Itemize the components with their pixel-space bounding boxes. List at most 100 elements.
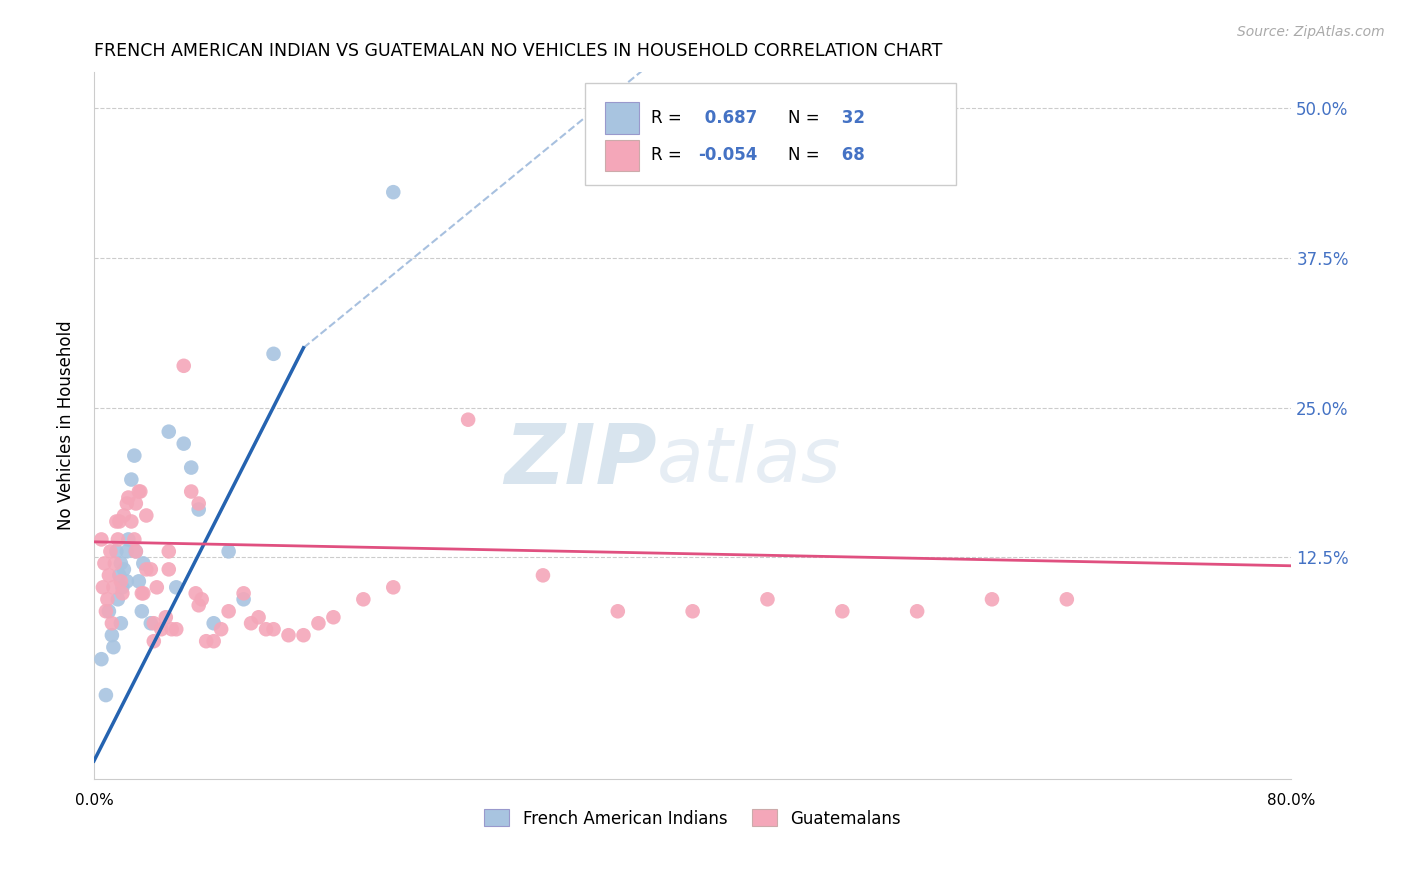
Point xyxy=(831,604,853,618)
Point xyxy=(1056,592,1078,607)
Point xyxy=(184,586,207,600)
Point xyxy=(128,484,150,499)
Point xyxy=(981,592,1004,607)
FancyBboxPatch shape xyxy=(605,139,638,171)
Text: N =: N = xyxy=(789,109,820,127)
Point xyxy=(202,634,225,648)
Point xyxy=(105,544,128,558)
Text: -0.054: -0.054 xyxy=(699,146,758,164)
Point xyxy=(125,544,148,558)
FancyBboxPatch shape xyxy=(605,102,638,134)
Point xyxy=(120,473,142,487)
Point xyxy=(150,622,173,636)
Point xyxy=(247,610,270,624)
Point xyxy=(180,460,202,475)
Point xyxy=(277,628,299,642)
Point xyxy=(129,484,152,499)
Point xyxy=(108,568,131,582)
Point xyxy=(90,652,112,666)
Point xyxy=(93,557,115,571)
Point xyxy=(157,544,180,558)
Text: ZIP: ZIP xyxy=(505,420,657,501)
Point xyxy=(165,622,187,636)
Point xyxy=(155,610,177,624)
Point xyxy=(117,533,139,547)
Point xyxy=(131,586,153,600)
Point xyxy=(108,515,131,529)
Point xyxy=(187,502,209,516)
Point xyxy=(905,604,928,618)
Point xyxy=(263,622,285,636)
Point xyxy=(131,604,153,618)
Point xyxy=(94,604,117,618)
Point xyxy=(292,628,315,642)
Point xyxy=(94,688,117,702)
Point xyxy=(254,622,277,636)
Text: R =: R = xyxy=(651,146,682,164)
Point xyxy=(263,347,285,361)
Text: 80.0%: 80.0% xyxy=(1267,793,1316,808)
Point xyxy=(103,580,125,594)
Point xyxy=(111,580,134,594)
Point xyxy=(756,592,779,607)
Point xyxy=(531,568,554,582)
Point xyxy=(112,508,135,523)
FancyBboxPatch shape xyxy=(585,83,956,186)
Point xyxy=(135,508,157,523)
Point xyxy=(97,568,120,582)
Point xyxy=(322,610,344,624)
Point xyxy=(190,592,212,607)
Point xyxy=(209,622,232,636)
Point xyxy=(107,533,129,547)
Point xyxy=(382,580,405,594)
Point xyxy=(352,592,374,607)
Point xyxy=(104,557,127,571)
Point xyxy=(115,544,138,558)
Point xyxy=(111,586,134,600)
Point xyxy=(101,616,124,631)
Point xyxy=(160,622,183,636)
Point xyxy=(103,640,125,655)
Point xyxy=(115,574,138,589)
Text: R =: R = xyxy=(651,109,682,127)
Point xyxy=(682,604,704,618)
Point xyxy=(165,580,187,594)
Legend: French American Indians, Guatemalans: French American Indians, Guatemalans xyxy=(478,803,908,834)
Point xyxy=(112,562,135,576)
Point xyxy=(180,484,202,499)
Point xyxy=(173,436,195,450)
Text: 0.687: 0.687 xyxy=(699,109,756,127)
Point xyxy=(105,515,128,529)
Point xyxy=(173,359,195,373)
Point xyxy=(157,425,180,439)
Point xyxy=(91,580,114,594)
Point xyxy=(110,557,132,571)
Point xyxy=(110,574,132,589)
Point xyxy=(96,592,118,607)
Point xyxy=(606,604,628,618)
Text: FRENCH AMERICAN INDIAN VS GUATEMALAN NO VEHICLES IN HOUSEHOLD CORRELATION CHART: FRENCH AMERICAN INDIAN VS GUATEMALAN NO … xyxy=(94,42,942,60)
Point xyxy=(382,185,405,199)
Point xyxy=(142,634,165,648)
Point xyxy=(218,544,240,558)
Point xyxy=(139,616,162,631)
Text: atlas: atlas xyxy=(657,424,841,498)
Text: 32: 32 xyxy=(837,109,865,127)
Point xyxy=(457,412,479,426)
Point xyxy=(146,580,169,594)
Point xyxy=(110,616,132,631)
Point xyxy=(120,515,142,529)
Point xyxy=(232,586,254,600)
Point xyxy=(135,562,157,576)
Point xyxy=(107,592,129,607)
Text: 0.0%: 0.0% xyxy=(75,793,114,808)
Point xyxy=(240,616,263,631)
Y-axis label: No Vehicles in Household: No Vehicles in Household xyxy=(58,321,75,531)
Point xyxy=(195,634,218,648)
Point xyxy=(232,592,254,607)
Point xyxy=(132,557,155,571)
Point xyxy=(125,496,148,510)
Point xyxy=(101,628,124,642)
Point xyxy=(90,533,112,547)
Point xyxy=(132,586,155,600)
